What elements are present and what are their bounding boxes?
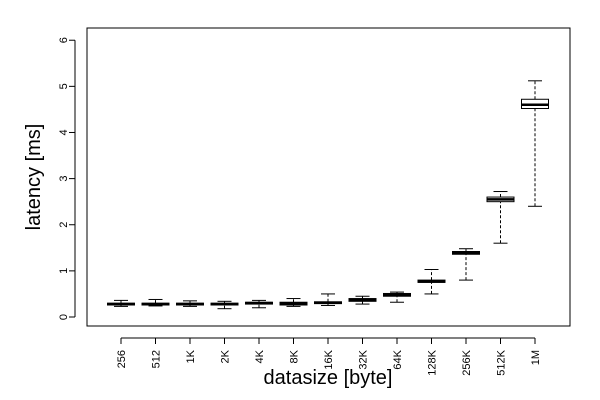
box-8K	[279, 298, 308, 307]
box-2K	[210, 300, 239, 310]
x-tick-label: 1M	[530, 350, 542, 365]
x-tick-label: 8K	[289, 349, 301, 363]
y-tick-label: 3	[58, 176, 70, 182]
y-tick-label: 6	[58, 37, 70, 43]
box-16K	[314, 293, 342, 306]
x-tick-label: 1K	[185, 349, 197, 363]
box-4K	[245, 299, 273, 309]
x-axis: 256 512 1K 2K 4K 8K 16K 32K 64K 128K 256K 512K 1M	[116, 337, 542, 376]
plot-frame	[86, 27, 571, 327]
y-tick-label: 1	[58, 268, 70, 274]
box-512	[141, 298, 170, 307]
x-tick-label: 512K	[496, 349, 508, 375]
box-256K	[452, 248, 480, 281]
x-tick-label: 256	[116, 350, 128, 368]
x-tick-label: 128K	[427, 349, 439, 375]
boxes	[107, 80, 549, 310]
x-tick-label: 16K	[323, 349, 335, 369]
box-32K	[348, 295, 377, 305]
box-1M	[521, 80, 549, 207]
x-tick-label: 32K	[358, 349, 370, 369]
x-tick-label: 256K	[461, 349, 473, 375]
y-tick-label: 2	[58, 222, 70, 228]
x-tick-label: 64K	[392, 349, 404, 369]
y-tick-label: 4	[58, 129, 70, 135]
y-axis-title: latency [ms]	[23, 124, 45, 231]
x-tick-label: 4K	[254, 349, 266, 363]
box-256	[107, 299, 135, 307]
box-64K	[383, 291, 411, 303]
x-axis-title: datasize [byte]	[264, 367, 393, 389]
box-128K	[417, 268, 446, 295]
y-tick-label: 5	[58, 83, 70, 89]
y-tick-label: 0	[58, 314, 70, 320]
box-1K	[176, 300, 204, 307]
y-axis: 0 1 2 3 4 5 6	[58, 37, 76, 320]
box-512K	[486, 191, 515, 244]
x-tick-label: 512	[151, 350, 163, 368]
x-tick-label: 2K	[220, 349, 232, 363]
